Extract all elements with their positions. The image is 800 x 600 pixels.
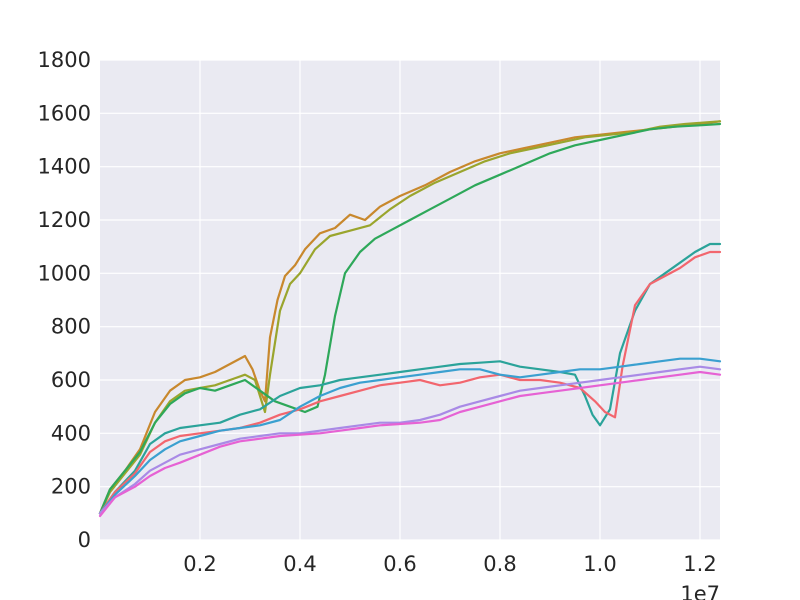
y-tick-label: 1400 [38,155,91,179]
series-line-7 [98,365,722,515]
y-tick-label: 1600 [38,101,91,125]
y-tick-label: 400 [51,421,91,445]
series-line-1 [98,120,722,515]
series-line-2 [98,120,722,515]
plot-area [100,60,720,540]
y-tick-label: 600 [51,368,91,392]
x-tick-label: 0.6 [383,552,416,576]
series-line-5 [98,250,722,515]
series-group [98,120,722,518]
x-axis-offset-label: 1e7 [680,582,720,600]
x-axis-ticks: 0.2 0.4 0.6 0.8 1.0 1.2 [183,552,716,576]
y-tick-label: 1800 [38,48,91,72]
y-tick-label: 0 [78,528,91,552]
x-tick-label: 1.0 [583,552,616,576]
series-line-8 [98,370,722,518]
series-line-3 [98,122,722,515]
y-tick-label: 200 [51,475,91,499]
y-tick-label: 1000 [38,261,91,285]
x-tick-label: 0.4 [283,552,316,576]
y-axis-ticks: 0 200 400 600 800 1000 1200 1400 1600 1800 [38,48,91,552]
x-tick-label: 0.2 [183,552,216,576]
y-tick-label: 800 [51,315,91,339]
y-tick-label: 1200 [38,208,91,232]
x-tick-label: 1.2 [683,552,716,576]
series-line-6 [98,357,722,515]
x-tick-label: 0.8 [483,552,516,576]
